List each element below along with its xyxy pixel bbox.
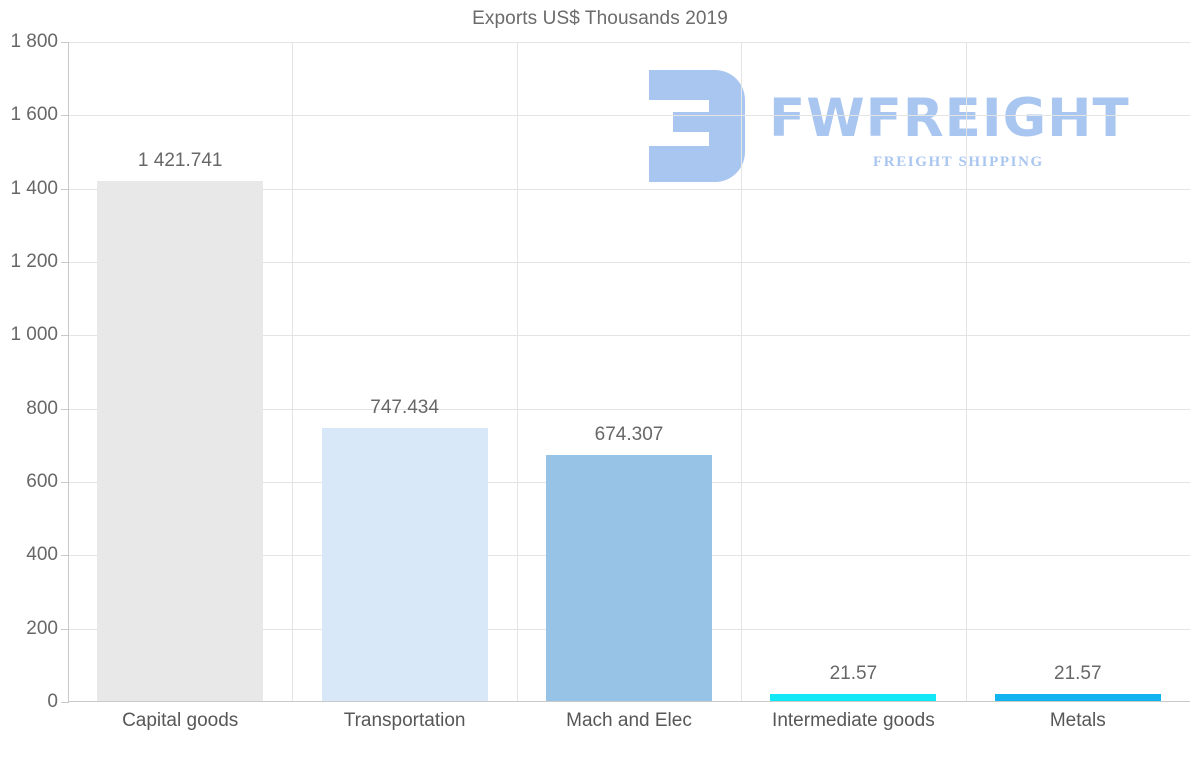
y-tick-mark [61,482,68,483]
y-axis-line [68,42,69,703]
bar-value-label: 1 421.741 [137,149,223,171]
plot-area [68,42,1190,703]
bar-value-label: 21.57 [1054,663,1102,685]
y-tick-mark [61,702,68,703]
gridline-vertical [741,42,742,702]
y-tick-label: 1 800 [10,31,58,52]
x-axis-category-label: Mach and Elec [566,710,692,731]
gridline-vertical [517,42,518,702]
gridline-vertical [966,42,967,702]
gridline-vertical [292,42,293,702]
gridline-horizontal [68,262,1190,263]
y-tick-mark [61,42,68,43]
y-tick-mark [61,628,68,630]
gridline-horizontal [68,335,1190,337]
gridline-horizontal [68,408,1190,410]
y-tick-mark [61,262,68,263]
x-axis-category-label: Intermediate goods [772,710,935,731]
y-tick-mark [61,335,68,337]
gridline-horizontal [68,115,1190,117]
y-tick-label: 800 [26,397,58,419]
gridline-horizontal [68,188,1190,190]
y-tick-mark [61,115,68,117]
y-tick-label: 1 000 [10,324,58,346]
gridline-horizontal [68,42,1190,43]
bar[interactable] [97,180,264,702]
y-tick-mark [61,188,68,190]
bar-value-label: 21.57 [829,663,878,685]
x-axis-category-label: Capital goods [122,710,239,731]
y-tick-label: 600 [26,471,58,492]
bar[interactable] [770,694,937,702]
y-tick-label: 200 [26,617,58,639]
x-axis-line [68,701,1190,702]
y-tick-label: 1 200 [10,251,58,272]
y-tick-label: 0 [47,691,58,712]
y-tick-label: 400 [26,544,58,566]
y-tick-mark [61,408,68,410]
bar[interactable] [321,427,488,702]
x-axis-category-label: Metals [1049,710,1106,731]
y-tick-label: 1 400 [10,177,58,199]
y-tick-label: 1 600 [10,104,58,126]
bar-value-label: 674.307 [594,423,664,445]
bar[interactable] [546,454,712,702]
x-axis-category-label: Transportation [343,710,466,731]
bar[interactable] [994,694,1161,702]
chart-title: Exports US$ Thousands 2019 [472,8,728,29]
y-tick-mark [61,555,68,557]
bar-value-label: 747.434 [370,396,439,418]
